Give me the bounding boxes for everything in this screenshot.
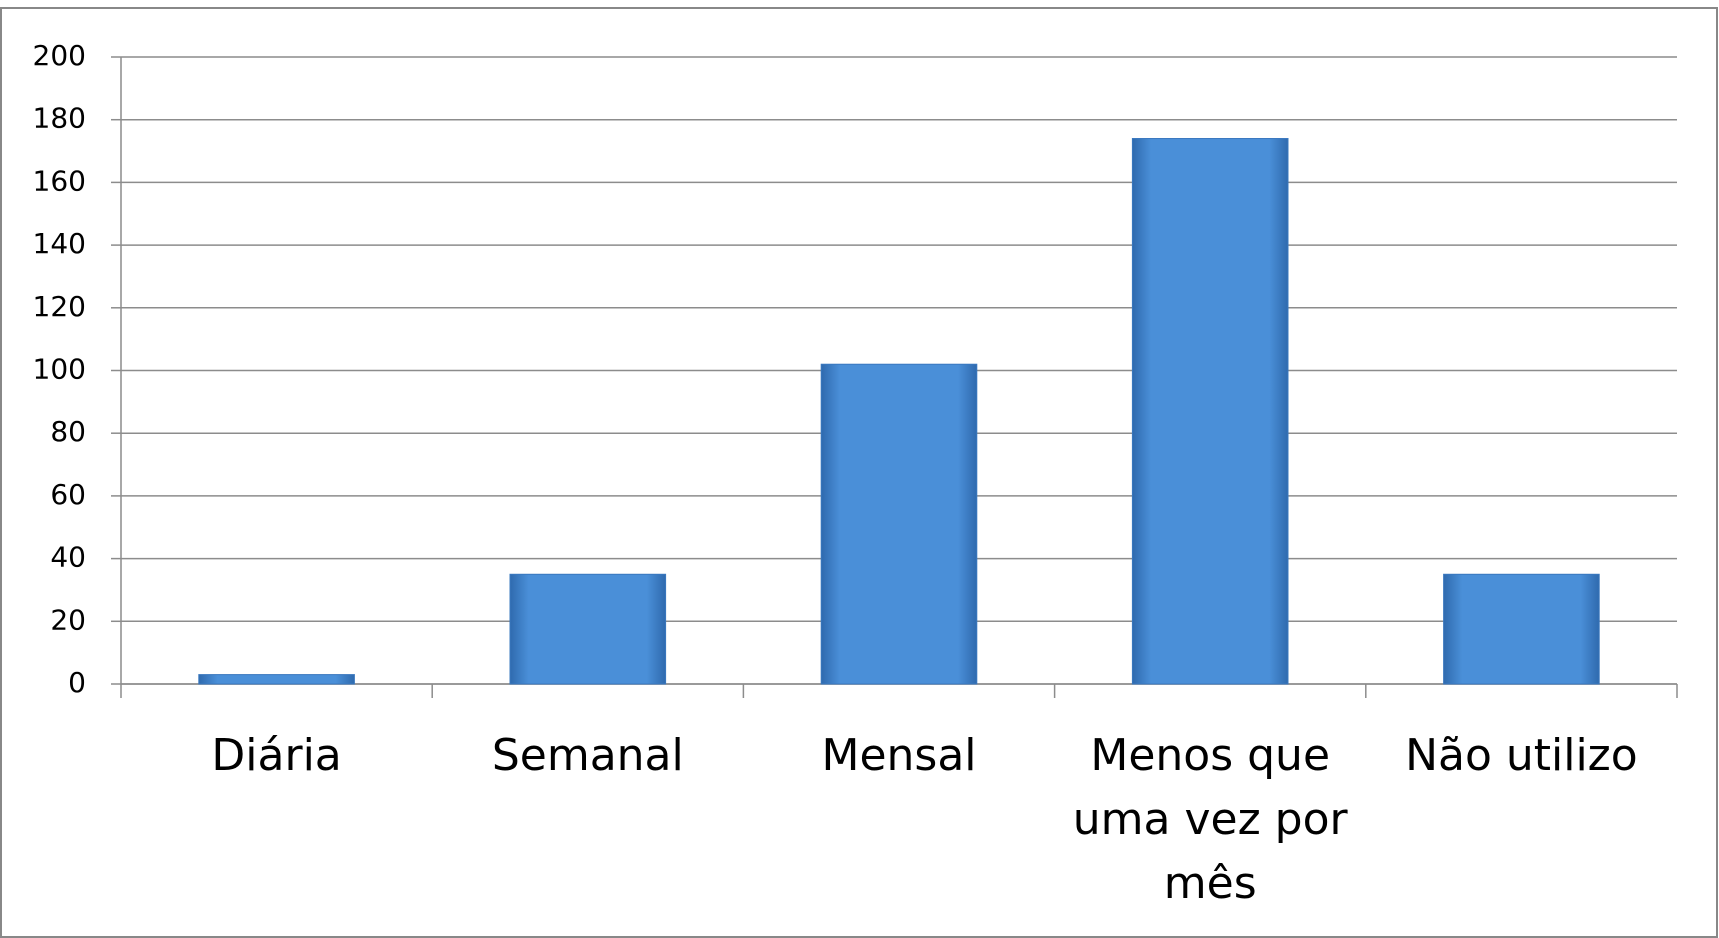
y-tick-label: 80 bbox=[50, 415, 86, 448]
x-tick-label: Menos que uma vez por mês bbox=[1073, 730, 1349, 909]
y-tick-label: 140 bbox=[33, 227, 86, 260]
y-tick-label: 120 bbox=[33, 290, 86, 323]
bar bbox=[1131, 138, 1289, 685]
y-tick-label: 200 bbox=[33, 39, 86, 72]
y-tick-label: 100 bbox=[33, 353, 86, 386]
y-tick-label: 40 bbox=[50, 541, 86, 574]
bar bbox=[509, 573, 667, 685]
y-tick-label: 180 bbox=[33, 102, 86, 135]
y-tick-label: 0 bbox=[68, 666, 86, 699]
y-tick-label: 20 bbox=[50, 603, 86, 636]
x-tick-label: Diária bbox=[211, 730, 341, 781]
x-tick-label: Semanal bbox=[492, 730, 684, 781]
bar bbox=[820, 363, 978, 685]
y-tick-label: 60 bbox=[50, 478, 86, 511]
x-tick-label: Mensal bbox=[821, 730, 976, 781]
x-tick-label: Não utilizo bbox=[1405, 730, 1638, 781]
y-tick-label: 160 bbox=[33, 164, 86, 197]
bar bbox=[198, 674, 355, 685]
bar bbox=[1443, 573, 1600, 685]
